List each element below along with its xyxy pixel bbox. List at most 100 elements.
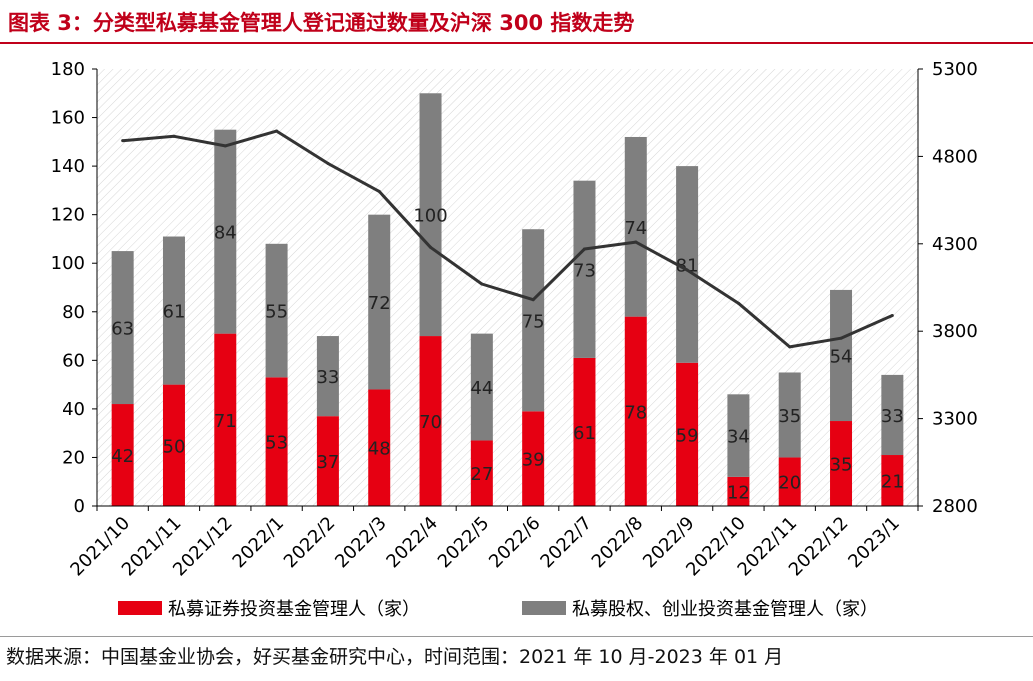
bar-securities [881,455,904,506]
bar-label-securities: 48 [368,439,391,460]
x-tick-label: 2022/5 [434,513,494,573]
left-tick-label: 80 [62,302,85,323]
bar-label-securities: 53 [265,433,288,454]
hs300-point [326,161,330,165]
bar-equity-vc [676,166,699,363]
bar-label-securities: 20 [778,473,801,494]
x-tick-label: 2023/1 [844,513,904,573]
x-tick-label: 2022/1 [229,513,289,573]
right-tick-label: 2800 [932,496,978,517]
bar-equity-vc [881,374,904,456]
index-line-group [121,129,894,349]
bar-securities [778,457,801,506]
bar-securities [676,362,699,506]
legend-label: 私募证券投资基金管理人（家） [168,599,420,620]
bar-securities [727,476,750,506]
x-tick-label: 2022/4 [382,513,442,573]
left-tick-label: 40 [62,399,85,420]
bar-securities [214,333,237,506]
chart-title: 图表 3：分类型私募基金管理人登记通过数量及沪深 300 指数走势 [8,11,635,35]
bar-label-equity-vc: 33 [316,367,339,388]
hs300-point [582,247,586,251]
bar-equity-vc [573,180,596,358]
bar-label-securities: 37 [316,452,339,473]
bar-equity-vc [727,394,750,477]
x-tick-label: 2022/3 [331,513,391,573]
bar-equity-vc [830,289,853,422]
bar-label-equity-vc: 75 [522,311,545,332]
bar-securities [624,316,647,506]
bar-equity-vc [265,243,288,378]
bar-securities [522,411,545,506]
bar-securities [573,357,596,506]
bar-label-equity-vc: 33 [881,406,904,427]
bar-securities [316,416,339,506]
hs300-point [429,245,433,249]
bar-label-securities: 71 [214,411,237,432]
bar-label-equity-vc: 81 [676,255,699,276]
hs300-point [736,301,740,305]
hs300-point [121,139,125,143]
bar-label-equity-vc: 72 [368,293,391,314]
left-tick-label: 100 [51,253,85,274]
bar-label-securities: 42 [111,446,134,467]
right-tick-label: 3300 [932,409,978,430]
x-tick-label: 2022/8 [588,513,648,573]
hs300-point [634,240,638,244]
bar-label-securities: 12 [727,482,750,503]
bar-value-labels: 42 63 50 61 71 84 53 55 37 33 48 72 70 100 27 44 39 75 61 7… [111,206,904,504]
bar-securities [265,377,288,506]
bar-label-securities: 59 [676,425,699,446]
x-tick-label: 2022/6 [485,513,545,573]
left-tick-label: 160 [51,108,85,129]
right-axis: 2800 3300 3800 4300 4800 5300 [917,59,978,517]
hs300-point [223,144,227,148]
bar-label-equity-vc: 55 [265,302,288,323]
bar-label-securities: 70 [419,412,442,433]
bar-equity-vc [111,251,134,405]
bar-label-equity-vc: 63 [111,319,134,340]
bar-equity-vc [368,214,391,390]
bar-equity-vc [470,333,493,441]
legend-swatch [118,601,162,615]
bar-label-securities: 61 [573,423,596,444]
right-tick-label: 5300 [932,59,978,80]
bars [111,93,904,506]
bar-label-equity-vc: 100 [413,206,447,227]
bar-label-securities: 21 [881,472,904,493]
bar-securities [368,389,391,506]
hs300-point [788,345,792,349]
hs300-point [480,282,484,286]
left-tick-label: 0 [74,496,85,517]
left-tick-label: 60 [62,350,85,371]
legend-label: 私募股权、创业投资基金管理人（家） [572,599,878,620]
left-axis: 0 20 40 60 80 100 120 140 160 180 [51,59,98,517]
bar-equity-vc [316,336,339,417]
chart-svg: 0 20 40 60 80 100 120 140 160 180 2800 3300 3800 430… [51,59,978,620]
bar-equity-vc [778,372,801,458]
hs300-point [172,134,176,138]
x-axis: 2021/102021/112021/122022/12022/22022/32… [66,505,919,580]
right-tick-label: 4800 [932,146,978,167]
bar-equity-vc [624,136,647,317]
bar-securities [162,384,185,506]
right-tick-label: 4300 [932,234,978,255]
bar-label-equity-vc: 74 [624,218,647,239]
hs300-point [890,313,894,317]
bar-label-securities: 39 [522,450,545,471]
bar-label-equity-vc: 44 [470,378,493,399]
bar-securities [830,421,853,506]
bar-label-securities: 78 [624,402,647,423]
legend: 私募证券投资基金管理人（家） 私募股权、创业投资基金管理人（家） [118,599,878,620]
bar-label-equity-vc: 54 [830,346,853,367]
bar-label-equity-vc: 61 [163,302,186,323]
left-tick-label: 180 [51,59,85,80]
footer-divider [0,636,1033,637]
x-tick-label: 2022/7 [536,513,596,573]
bar-label-securities: 27 [470,464,493,485]
left-tick-label: 20 [62,447,85,468]
bar-securities [470,440,493,506]
left-tick-label: 140 [51,156,85,177]
left-tick-label: 120 [51,205,85,226]
bar-label-equity-vc: 35 [778,406,801,427]
